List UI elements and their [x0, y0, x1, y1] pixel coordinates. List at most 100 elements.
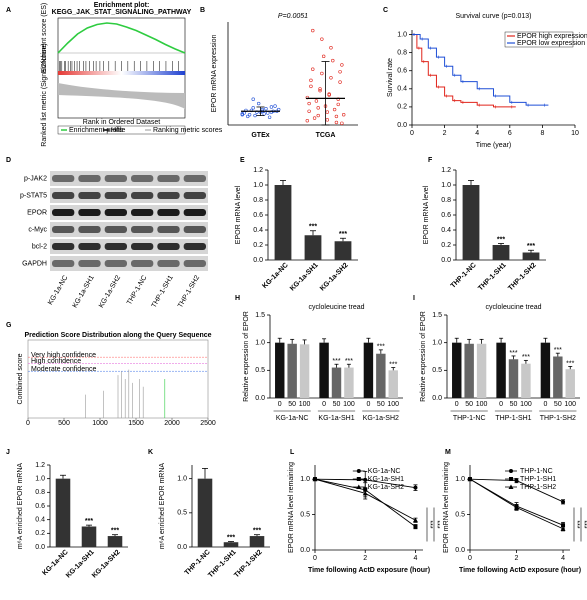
blot-band	[183, 243, 206, 250]
significance: ***	[527, 243, 535, 250]
bar	[476, 343, 487, 398]
dose-label: 50	[510, 401, 518, 408]
x-tick-label: 8	[540, 130, 544, 137]
bar	[287, 343, 297, 398]
marker	[561, 499, 566, 504]
blot-band	[78, 192, 101, 199]
blot-band	[157, 209, 180, 216]
point	[311, 67, 315, 71]
marker	[509, 469, 513, 473]
enrichment-curve	[57, 22, 186, 54]
bar	[197, 478, 213, 547]
significance: ***	[309, 224, 317, 231]
y-tick-label: 1.0	[455, 476, 465, 483]
y-tick-label: 0.4	[35, 517, 45, 524]
blot-band	[52, 209, 75, 216]
legend-label: THP-1-NC	[520, 468, 553, 475]
dose-label: 100	[343, 401, 355, 408]
x-axis-label: Time (year)	[476, 142, 512, 149]
marker	[356, 469, 361, 473]
blot-band	[157, 260, 180, 267]
blot-strip	[50, 256, 208, 271]
row-label: p-STAT5	[20, 192, 47, 199]
significance: ***	[111, 528, 119, 535]
blot-band	[157, 226, 180, 233]
point	[307, 101, 311, 106]
panel-label: E	[240, 157, 245, 164]
y-tick-label: 1.0	[35, 476, 45, 483]
y-tick-label: 1.5	[255, 312, 265, 319]
bar	[275, 342, 285, 398]
y-tick-label: 0.0	[255, 395, 265, 402]
row-label: c-Myc	[28, 226, 47, 233]
chart-title: Prediction Score Distribution along the …	[24, 332, 211, 339]
point	[267, 115, 272, 119]
dose-label: 100	[520, 401, 532, 408]
bar	[55, 478, 71, 547]
point	[251, 106, 255, 110]
y-tick-label: 0.6	[441, 212, 451, 219]
x-tick-label: 500	[58, 420, 70, 427]
y-axis-label: Enrichment score (ES)	[41, 3, 48, 73]
dose-label: 100	[476, 401, 488, 408]
legend-label: KG-1a-NC	[368, 468, 401, 475]
chart-title: cycloleucine tread	[308, 304, 364, 311]
dose-label: 0	[455, 401, 459, 408]
y-tick-label: 0.0	[455, 547, 465, 554]
y-axis-label: Survival rate	[387, 58, 394, 97]
y-axis-label: EPOR mRNA level	[423, 185, 430, 244]
bar	[331, 367, 342, 398]
y-axis-label: Ranked list metric (Signal2Noise)	[41, 43, 48, 146]
y-tick-label: 0.6	[35, 503, 45, 510]
significance: ***	[566, 360, 574, 367]
point	[253, 113, 257, 118]
bar	[462, 185, 480, 260]
legend-label: EPOR low expression	[517, 40, 585, 47]
legend-label: KG-1a-SH1	[368, 476, 404, 483]
point	[329, 46, 333, 50]
dose-label: 0	[543, 401, 547, 408]
y-axis-label: Combined score	[17, 353, 24, 404]
y-tick-label: 0.8	[397, 49, 407, 56]
point	[320, 71, 324, 76]
dose-label: 0	[278, 401, 282, 408]
x-tick-label: KG-1a-NC	[276, 415, 309, 422]
x-tick-label: GTEx	[251, 132, 269, 139]
significance: ***	[85, 518, 93, 525]
point	[246, 114, 250, 119]
point	[251, 97, 255, 101]
point	[309, 84, 313, 89]
x-tick-label: 0	[313, 555, 317, 562]
point	[240, 112, 245, 116]
marker	[413, 524, 418, 529]
y-tick-label: 0.0	[397, 122, 407, 129]
x-tick-label: THP-1-SH1	[495, 415, 531, 422]
blot-band	[183, 175, 206, 182]
y-tick-label: 0.4	[441, 227, 451, 234]
legend-label: Moderate confidence	[31, 366, 96, 373]
row-label: p-JAK2	[24, 175, 47, 182]
x-tick-label: 1000	[92, 420, 108, 427]
blot-band	[131, 175, 154, 182]
legend-frame	[504, 31, 574, 48]
x-tick-label: TCGA	[316, 132, 336, 139]
blot-band	[52, 260, 75, 267]
bar	[464, 343, 474, 398]
y-tick-label: 0.5	[455, 511, 465, 518]
dose-label: 50	[554, 401, 562, 408]
bar	[553, 356, 563, 398]
y-axis-label: m⁶A enriched EPOR mRNA	[17, 463, 24, 549]
marker	[561, 523, 566, 528]
y-tick-label: 0.4	[253, 227, 263, 234]
bar	[452, 342, 462, 398]
significance: ***	[522, 354, 530, 361]
y-axis-label: Relative expression of EPOR	[243, 311, 250, 402]
y-tick-label: 0.0	[441, 257, 451, 264]
significance: ***	[580, 520, 587, 528]
marker	[514, 505, 520, 510]
y-tick-label: 1.2	[253, 167, 263, 174]
marker	[508, 484, 514, 489]
point	[334, 120, 339, 125]
bar	[81, 526, 97, 547]
blot-band	[104, 243, 127, 250]
